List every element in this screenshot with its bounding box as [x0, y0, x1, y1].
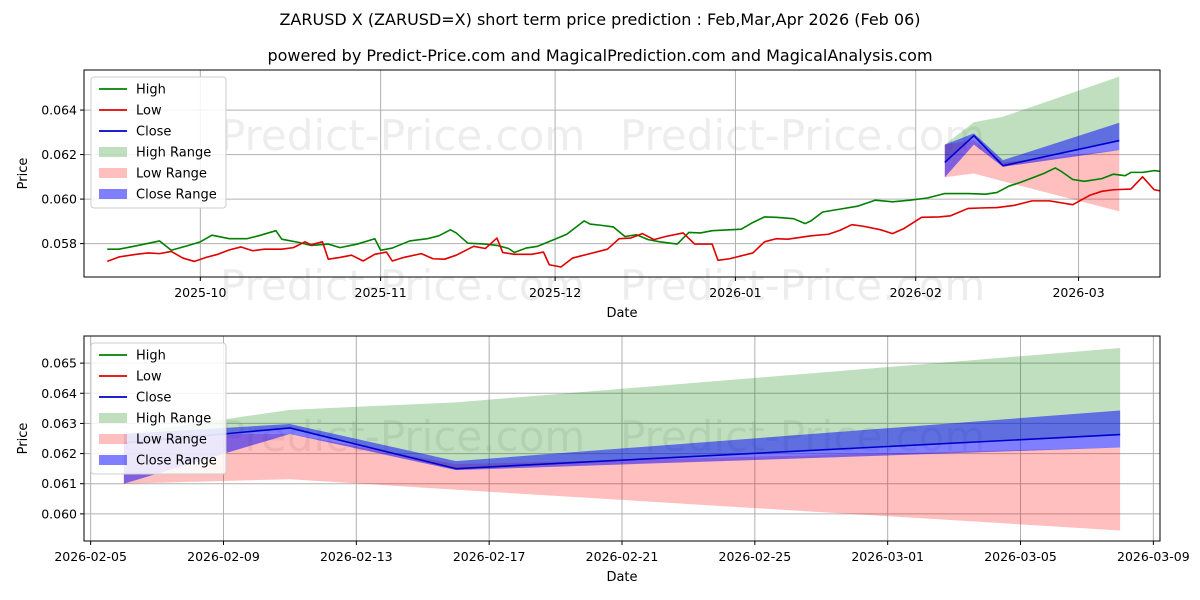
x-tick-label: 2025-12 — [529, 285, 581, 300]
legend-label-high: High — [136, 83, 166, 98]
watermark-text: Predict-Price.com — [220, 261, 585, 310]
low-range-band — [123, 433, 1121, 531]
low-line — [106, 176, 1160, 268]
legend-label-low-range: Low Range — [136, 433, 207, 448]
legend-swatch-high-range — [99, 147, 127, 157]
legend-swatch-close-range — [99, 455, 127, 465]
plot-area — [106, 76, 1160, 268]
x-tick-label: 2025-11 — [355, 285, 407, 300]
y-tick-label: 0.064 — [41, 386, 77, 401]
x-tick-label: 2026-01 — [709, 285, 761, 300]
legend-label-close-range: Close Range — [136, 454, 217, 469]
x-tick-label: 2026-03 — [1052, 285, 1104, 300]
watermark-text: Predict-Price.com — [220, 111, 585, 160]
chart-panel-2: Predict-Price.comPredict-Price.com2026-0… — [16, 335, 1190, 585]
y-tick-label: 0.065 — [41, 356, 77, 371]
legend-label-close: Close — [136, 391, 171, 406]
y-tick-label: 0.062 — [41, 446, 77, 461]
legend-label-low-range: Low Range — [136, 167, 207, 182]
legend-label-low: Low — [136, 370, 162, 385]
legend-label-high-range: High Range — [136, 412, 211, 427]
close-range-band — [123, 410, 1121, 484]
close-range-band — [944, 122, 1120, 178]
y-tick-label: 0.061 — [41, 476, 77, 491]
legend-swatch-close-range — [99, 189, 127, 199]
y-axis-label: Price — [16, 158, 31, 190]
y-tick-label: 0.064 — [41, 103, 77, 118]
legend-label-low: Low — [136, 104, 162, 119]
legend-swatch-low-range — [99, 434, 127, 444]
chart-panel-1: Predict-Price.com Predict-Price.com Predic… — [16, 69, 1161, 321]
plot-frame — [83, 335, 1161, 542]
chart-title: ZARUSD X (ZARUSD=X) short term price pre… — [279, 10, 921, 29]
legend: High Low Close High Range Low Range Close Ran… — [90, 342, 227, 475]
plot-area — [123, 348, 1121, 531]
x-tick-label: 2026-02-25 — [719, 549, 792, 564]
high-line — [107, 167, 1160, 254]
x-tick-label: 2026-03-09 — [1117, 549, 1190, 564]
watermark-text: Predict-Price.com — [620, 111, 985, 160]
y-tick-label: 0.058 — [41, 236, 77, 251]
y-axis-label: Price — [16, 423, 31, 455]
chart-subtitle: powered by Predict-Price.com and Magical… — [267, 46, 933, 65]
y-tick-label: 0.060 — [41, 192, 77, 207]
x-axis-label: Date — [606, 570, 637, 585]
x-tick-label: 2026-02-05 — [54, 549, 127, 564]
legend: High Low Close High Range Low Range Close Ran… — [90, 76, 227, 209]
legend-label-high-range: High Range — [136, 146, 211, 161]
x-tick-label: 2026-03-05 — [984, 549, 1057, 564]
x-axis-label: Date — [606, 306, 637, 321]
x-tick-label: 2026-02-09 — [187, 549, 260, 564]
legend-swatch-low-range — [99, 168, 127, 178]
legend-swatch-high-range — [99, 413, 127, 423]
x-tick-label: 2026-02-13 — [320, 549, 393, 564]
x-tick-label: 2026-02 — [890, 285, 942, 300]
close-line — [944, 134, 1120, 167]
watermark-text: Predict-Price.com — [620, 261, 985, 310]
y-tick-label: 0.062 — [41, 147, 77, 162]
x-tick-label: 2026-02-17 — [453, 549, 526, 564]
y-tick-label: 0.063 — [41, 416, 77, 431]
y-tick-label: 0.060 — [41, 506, 77, 521]
legend-label-close: Close — [136, 125, 171, 140]
low-range-band — [944, 140, 1120, 212]
legend-label-high: High — [136, 349, 166, 364]
legend-label-close-range: Close Range — [136, 188, 217, 203]
x-tick-label: 2026-03-01 — [851, 549, 924, 564]
x-tick-label: 2025-10 — [174, 285, 226, 300]
plot-frame — [83, 69, 1161, 278]
x-tick-label: 2026-02-21 — [586, 549, 659, 564]
